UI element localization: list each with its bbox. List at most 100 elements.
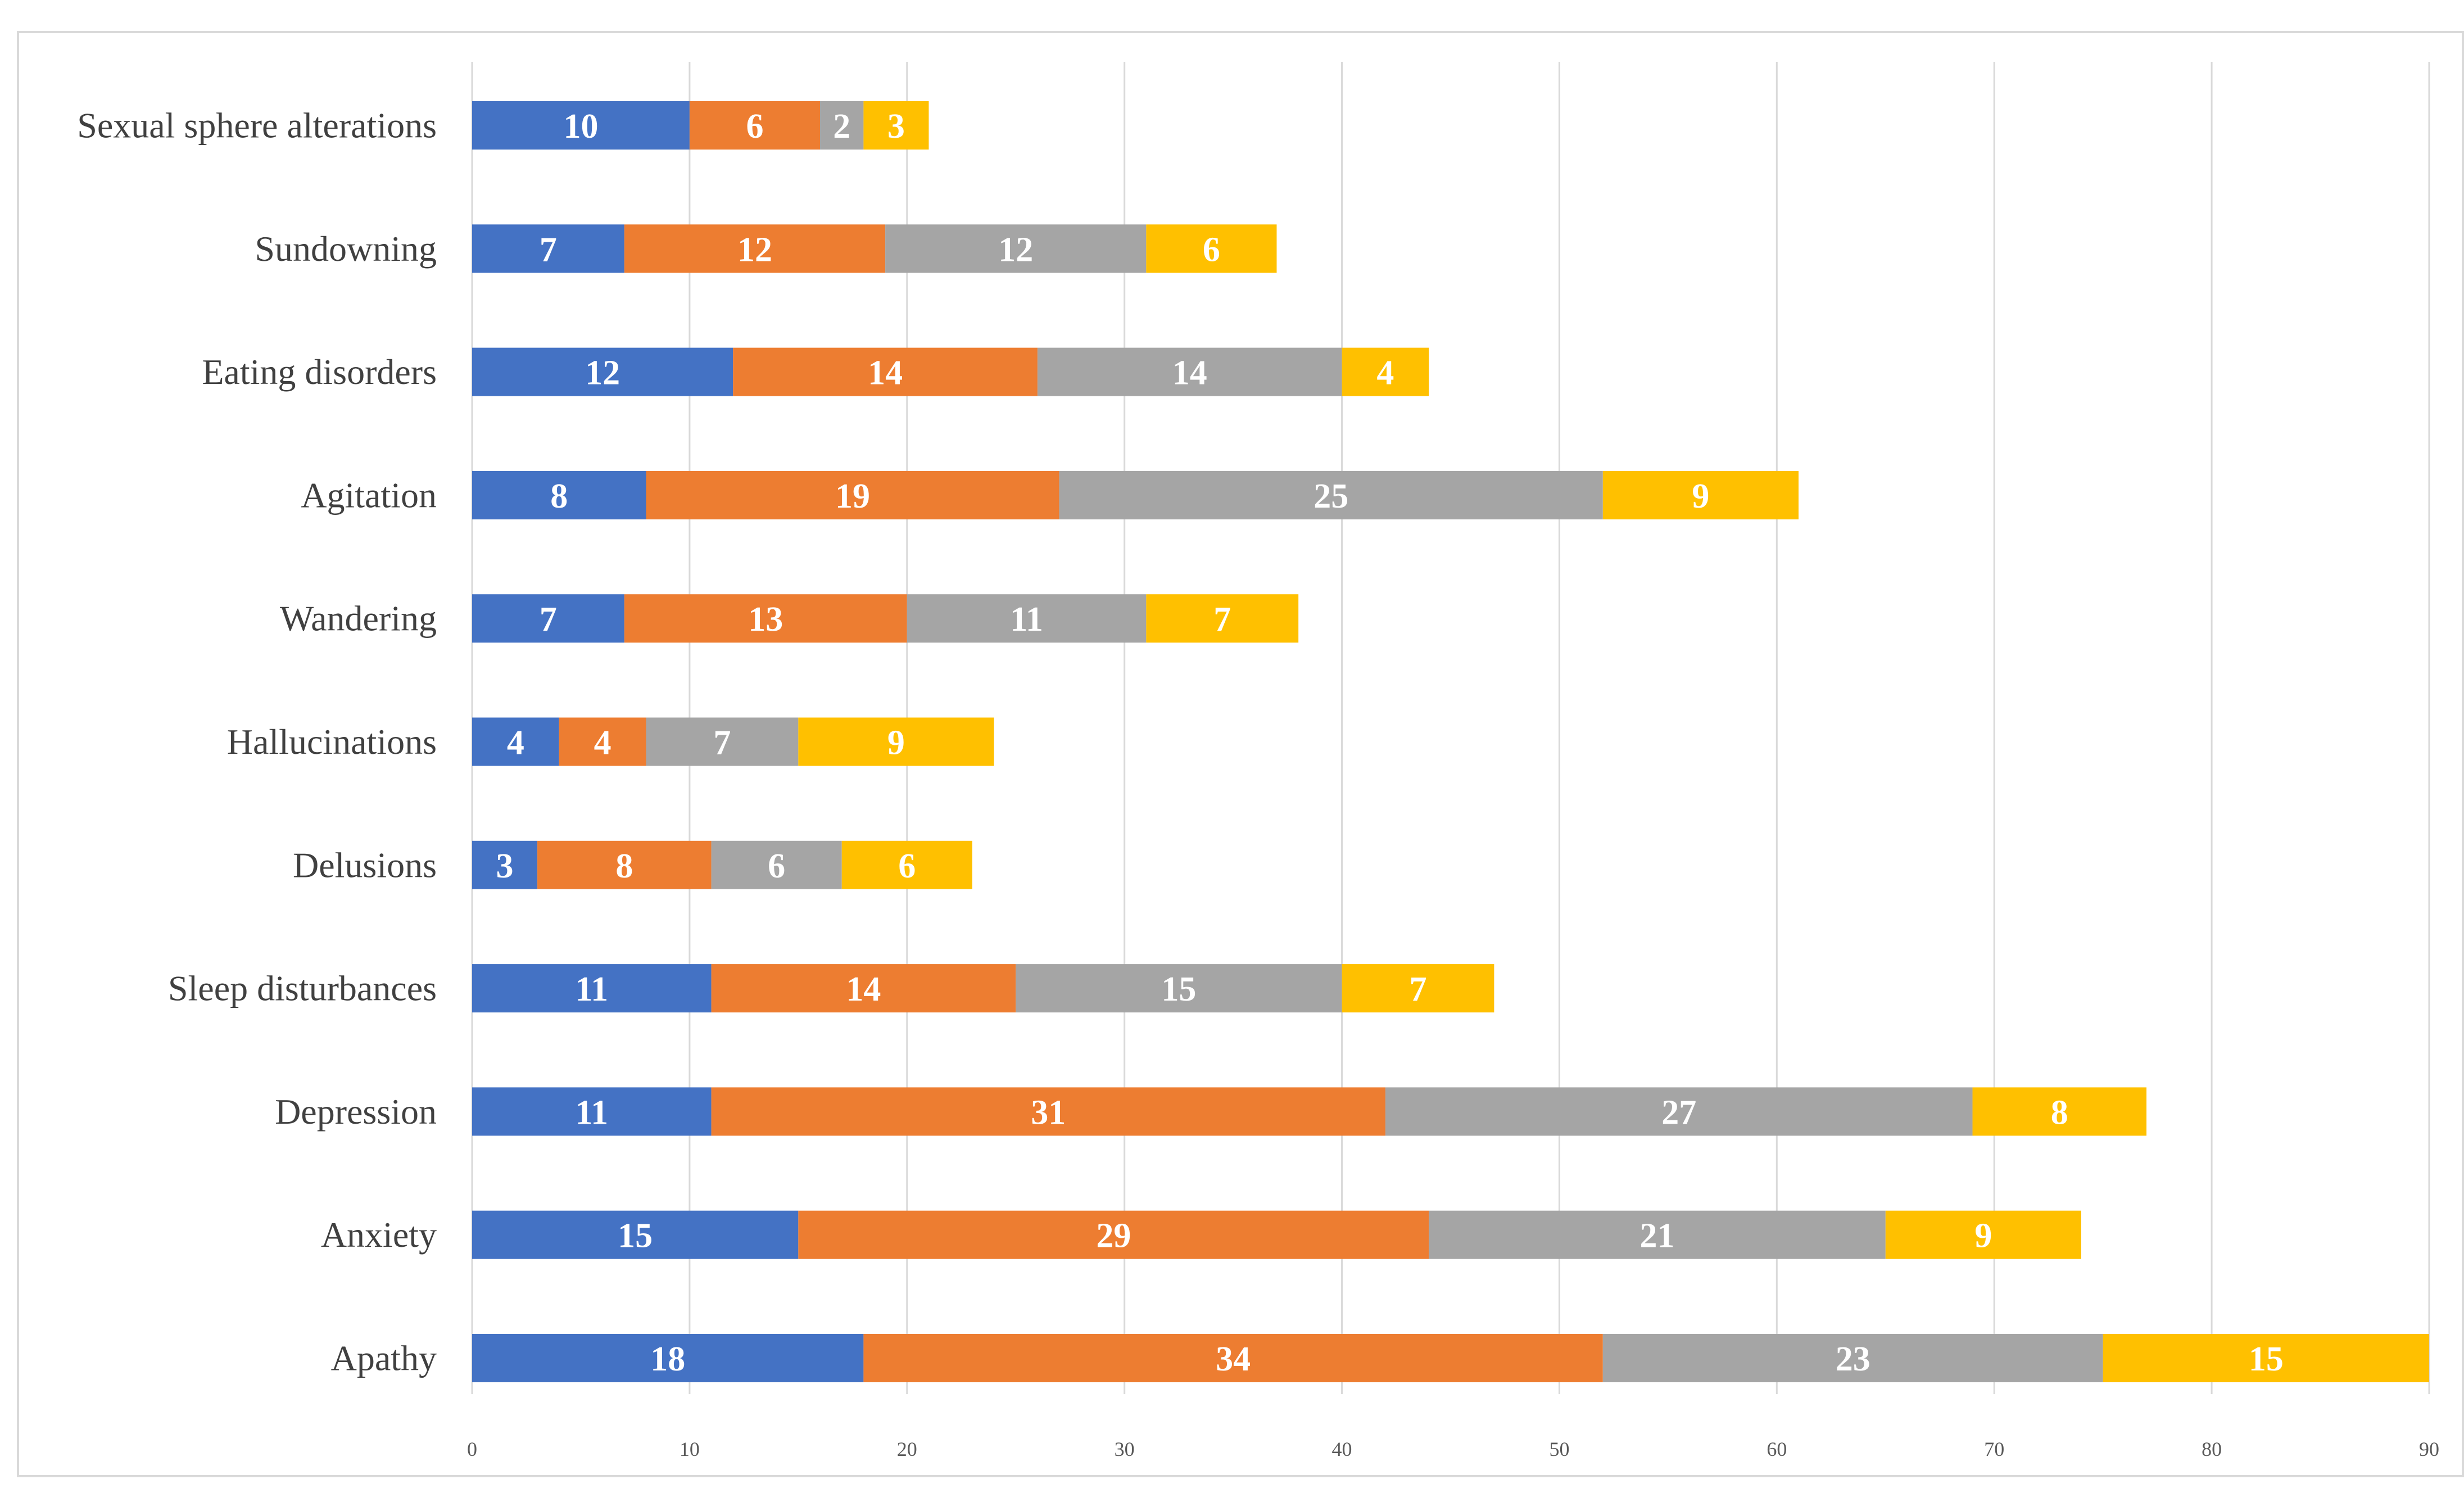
data-label: 6	[768, 847, 785, 885]
x-tick-label: 80	[2202, 1438, 2222, 1460]
bar-segment	[624, 224, 886, 273]
data-label: 29	[1096, 1217, 1131, 1255]
bar-segment	[1016, 964, 1342, 1013]
category-label: Delusions	[293, 845, 437, 885]
bar-segment	[1146, 594, 1299, 643]
bar-segment	[1602, 470, 1799, 519]
data-label: 14	[1172, 354, 1207, 392]
category-label: Sleep disturbances	[168, 969, 437, 1008]
bar-segment	[472, 594, 624, 643]
data-label: 7	[1213, 600, 1231, 639]
x-tick-label: 70	[1984, 1438, 2004, 1460]
data-label: 27	[1661, 1093, 1696, 1132]
bar-segment	[1342, 347, 1429, 396]
bar-segment	[711, 840, 842, 889]
bar-segment	[472, 964, 712, 1013]
bar-segment	[472, 224, 624, 273]
data-label: 6	[1203, 230, 1220, 269]
data-label: 4	[507, 724, 524, 762]
x-tick-label: 10	[680, 1438, 700, 1460]
data-label: 21	[1640, 1217, 1675, 1255]
data-label: 18	[650, 1340, 685, 1378]
category-label: Apathy	[331, 1338, 437, 1378]
data-label: 6	[898, 847, 916, 885]
value-labels: 10 6 2 37 12 12 612 14 14 48 19 25 97 13 11 74 4 7 93 8 6 611…	[496, 107, 2284, 1378]
data-label: 15	[2249, 1340, 2284, 1378]
data-label: 4	[1376, 354, 1394, 392]
data-label: 11	[575, 1093, 608, 1132]
bar-segment	[472, 840, 538, 889]
x-tick-label: 50	[1549, 1438, 1569, 1460]
bar-segment	[472, 1210, 799, 1259]
category-label: Anxiety	[321, 1215, 437, 1255]
data-label: 15	[618, 1217, 653, 1255]
bar-segment	[1885, 1210, 2081, 1259]
bar-segment	[537, 840, 712, 889]
bar-segment	[711, 1087, 1385, 1136]
bar-segment	[1429, 1210, 1886, 1259]
data-label: 34	[1216, 1340, 1251, 1378]
data-label: 12	[737, 230, 772, 269]
bar-segment	[1385, 1087, 1973, 1136]
x-tick-label: 20	[897, 1438, 917, 1460]
bar-segment	[2103, 1334, 2429, 1382]
category-label: Sexual sphere alterations	[77, 106, 437, 146]
data-label: 23	[1836, 1340, 1870, 1378]
bar-segment	[733, 347, 1038, 396]
gridlines	[471, 62, 2430, 1394]
data-label: 25	[1313, 477, 1348, 515]
bar-segment	[820, 101, 864, 150]
bar-segment	[646, 470, 1059, 519]
data-label: 7	[1409, 970, 1426, 1008]
data-label: 3	[887, 107, 905, 146]
data-label: 6	[746, 107, 763, 146]
data-label: 14	[846, 970, 881, 1008]
data-label: 11	[575, 970, 608, 1008]
data-label: 12	[998, 230, 1033, 269]
data-label: 31	[1031, 1093, 1066, 1132]
x-axis-tick-labels: 0 10 20 30 40 50 60 70 80 90	[467, 1438, 2439, 1460]
data-label: 10	[563, 107, 598, 146]
bar-segment	[863, 101, 929, 150]
bars	[472, 101, 2429, 1382]
data-label: 7	[540, 600, 557, 639]
x-tick-label: 60	[1767, 1438, 1787, 1460]
data-label: 12	[585, 354, 620, 392]
data-label: 7	[713, 724, 731, 762]
data-label: 14	[868, 354, 903, 392]
bar-segment	[863, 1334, 1603, 1382]
x-tick-label: 0	[467, 1438, 477, 1460]
data-label: 8	[2051, 1093, 2068, 1132]
data-label: 9	[1692, 477, 1709, 515]
data-label: 19	[835, 477, 870, 515]
bar-segment	[689, 101, 821, 150]
category-label: Eating disorders	[202, 352, 437, 392]
bar-segment	[885, 224, 1147, 273]
data-label: 2	[833, 107, 850, 146]
bar-segment	[472, 101, 690, 150]
bar-segment	[1037, 347, 1342, 396]
data-label: 9	[1974, 1217, 1992, 1255]
category-label: Agitation	[301, 475, 437, 515]
data-label: 8	[615, 847, 633, 885]
bar-segment	[711, 964, 1016, 1013]
bar-segment	[472, 470, 646, 519]
category-labels: Sexual sphere alterations Sundowning Eatin…	[77, 106, 437, 1378]
data-label: 7	[540, 230, 557, 269]
data-label: 13	[748, 600, 783, 639]
bar-segment	[472, 1087, 712, 1136]
bar-segment	[907, 594, 1147, 643]
bar-segment	[841, 840, 972, 889]
x-tick-label: 90	[2419, 1438, 2439, 1460]
category-label: Sundowning	[255, 229, 437, 269]
bar-segment	[472, 347, 733, 396]
category-label: Depression	[275, 1092, 437, 1132]
category-label: Wandering	[280, 599, 437, 639]
x-tick-label: 40	[1332, 1438, 1352, 1460]
bar-segment	[1146, 224, 1277, 273]
bar-segment	[624, 594, 907, 643]
bar-segment	[646, 717, 799, 766]
bar-segment	[798, 1210, 1429, 1259]
data-label: 9	[887, 724, 905, 762]
